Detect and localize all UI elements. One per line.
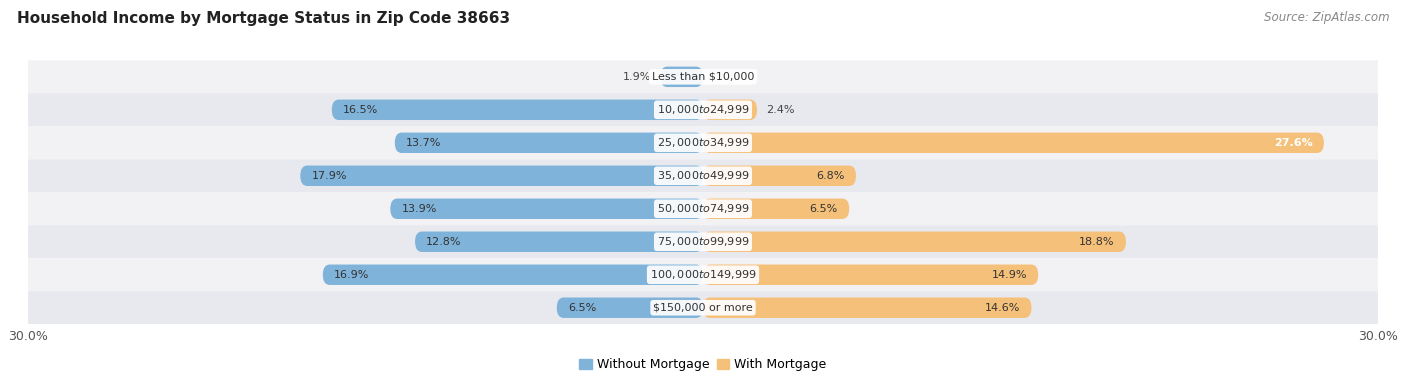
Text: 14.6%: 14.6% bbox=[984, 303, 1021, 313]
FancyBboxPatch shape bbox=[703, 166, 856, 186]
FancyBboxPatch shape bbox=[661, 67, 703, 87]
FancyBboxPatch shape bbox=[301, 166, 703, 186]
Text: $35,000 to $49,999: $35,000 to $49,999 bbox=[657, 169, 749, 182]
Text: 27.6%: 27.6% bbox=[1274, 138, 1313, 148]
Text: $150,000 or more: $150,000 or more bbox=[654, 303, 752, 313]
Text: $75,000 to $99,999: $75,000 to $99,999 bbox=[657, 235, 749, 248]
Legend: Without Mortgage, With Mortgage: Without Mortgage, With Mortgage bbox=[574, 353, 832, 376]
Text: 6.5%: 6.5% bbox=[568, 303, 596, 313]
Text: Less than $10,000: Less than $10,000 bbox=[652, 72, 754, 82]
FancyBboxPatch shape bbox=[332, 100, 703, 120]
FancyBboxPatch shape bbox=[395, 133, 703, 153]
FancyBboxPatch shape bbox=[28, 258, 1378, 291]
FancyBboxPatch shape bbox=[323, 265, 703, 285]
Text: 13.9%: 13.9% bbox=[402, 204, 437, 214]
FancyBboxPatch shape bbox=[703, 297, 1032, 318]
FancyBboxPatch shape bbox=[703, 100, 756, 120]
Text: 17.9%: 17.9% bbox=[312, 171, 347, 181]
FancyBboxPatch shape bbox=[415, 231, 703, 252]
Text: 1.9%: 1.9% bbox=[623, 72, 651, 82]
FancyBboxPatch shape bbox=[28, 126, 1378, 159]
Text: 18.8%: 18.8% bbox=[1080, 237, 1115, 247]
Text: $100,000 to $149,999: $100,000 to $149,999 bbox=[650, 268, 756, 281]
FancyBboxPatch shape bbox=[703, 133, 1324, 153]
FancyBboxPatch shape bbox=[557, 297, 703, 318]
Text: $50,000 to $74,999: $50,000 to $74,999 bbox=[657, 202, 749, 215]
Text: 6.8%: 6.8% bbox=[817, 171, 845, 181]
Text: $25,000 to $34,999: $25,000 to $34,999 bbox=[657, 136, 749, 149]
FancyBboxPatch shape bbox=[28, 159, 1378, 192]
FancyBboxPatch shape bbox=[703, 231, 1126, 252]
Text: 13.7%: 13.7% bbox=[406, 138, 441, 148]
Text: 16.9%: 16.9% bbox=[335, 270, 370, 280]
Text: 12.8%: 12.8% bbox=[426, 237, 461, 247]
FancyBboxPatch shape bbox=[391, 199, 703, 219]
FancyBboxPatch shape bbox=[28, 192, 1378, 225]
Text: Household Income by Mortgage Status in Zip Code 38663: Household Income by Mortgage Status in Z… bbox=[17, 11, 510, 26]
FancyBboxPatch shape bbox=[28, 93, 1378, 126]
Text: 6.5%: 6.5% bbox=[810, 204, 838, 214]
Text: Source: ZipAtlas.com: Source: ZipAtlas.com bbox=[1264, 11, 1389, 24]
FancyBboxPatch shape bbox=[28, 291, 1378, 324]
FancyBboxPatch shape bbox=[703, 265, 1038, 285]
Text: 16.5%: 16.5% bbox=[343, 105, 378, 115]
FancyBboxPatch shape bbox=[28, 60, 1378, 93]
FancyBboxPatch shape bbox=[28, 225, 1378, 258]
Text: 14.9%: 14.9% bbox=[991, 270, 1026, 280]
Text: $10,000 to $24,999: $10,000 to $24,999 bbox=[657, 103, 749, 116]
Text: 2.4%: 2.4% bbox=[766, 105, 794, 115]
FancyBboxPatch shape bbox=[703, 199, 849, 219]
